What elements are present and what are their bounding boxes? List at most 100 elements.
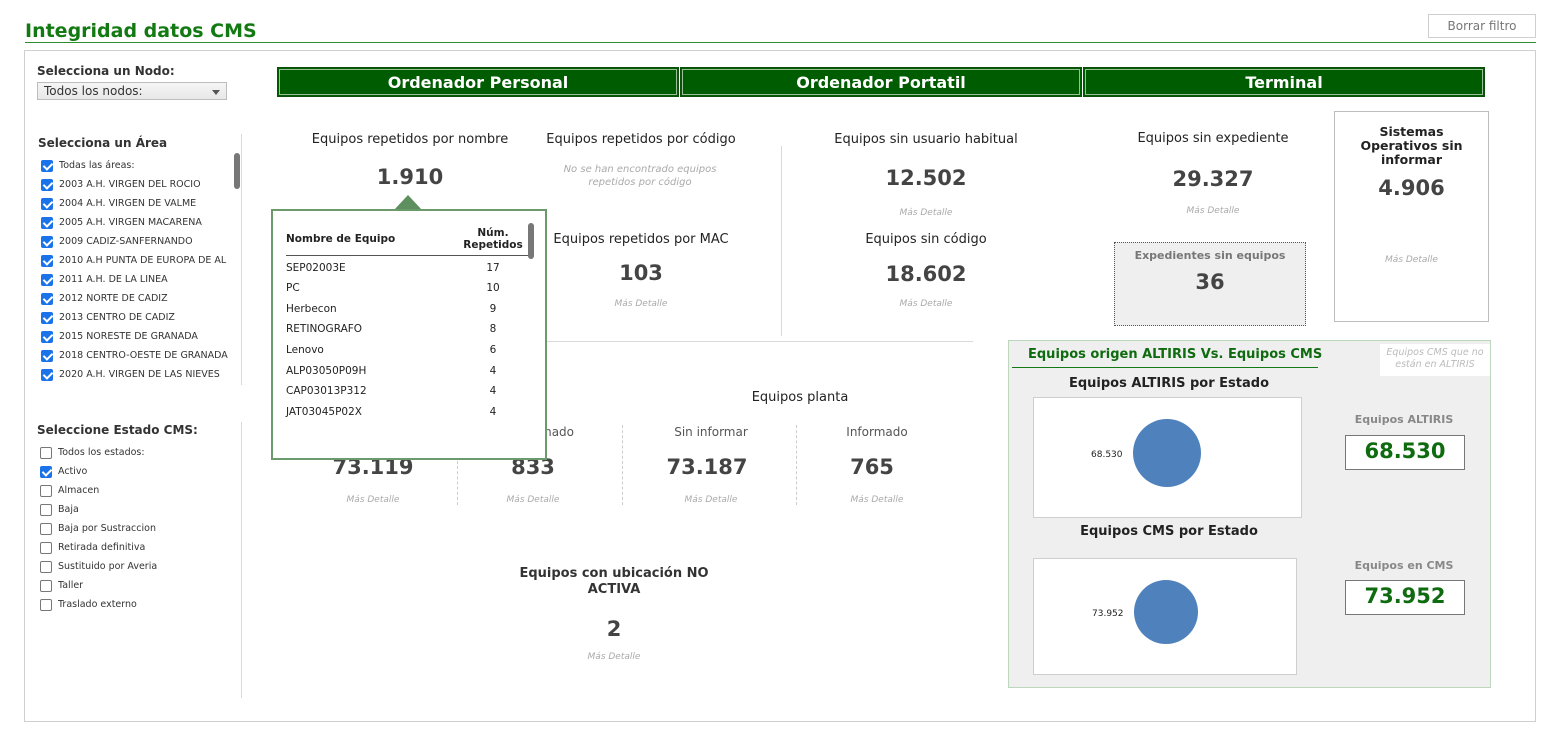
status-filter-item[interactable]: Taller bbox=[40, 576, 230, 595]
table-row[interactable]: RETINOGRAFO 8 bbox=[286, 318, 528, 339]
dashboard-frame bbox=[24, 50, 1536, 722]
kpi-so-value[interactable]: 4.906 bbox=[1378, 176, 1445, 200]
area-filter-label: 2018 CENTRO-OESTE DE GRANADA bbox=[59, 350, 228, 361]
tab-ordenador-personal[interactable]: Ordenador Personal bbox=[277, 67, 679, 97]
area-checkbox[interactable] bbox=[41, 216, 53, 229]
planta-col-4-more-link[interactable]: Más Detalle bbox=[850, 495, 904, 505]
status-checkbox[interactable] bbox=[40, 579, 52, 592]
status-checkbox[interactable] bbox=[40, 541, 52, 554]
area-checkbox[interactable] bbox=[41, 330, 53, 343]
planta-col-3-more-link[interactable]: Más Detalle bbox=[684, 495, 738, 505]
area-filter-item[interactable]: 2018 CENTRO-OESTE DE GRANADA bbox=[41, 346, 231, 365]
area-filter-label: 2004 A.H. VIRGEN DE VALME bbox=[59, 198, 197, 209]
kpi-sin-usuario-more-link[interactable]: Más Detalle bbox=[899, 208, 953, 218]
status-filter-item[interactable]: Almacen bbox=[40, 481, 230, 500]
altiris-panel-header: Equipos origen ALTIRIS Vs. Equipos CMS bbox=[1028, 347, 1323, 362]
status-filter-label: Almacen bbox=[58, 485, 100, 496]
planta-col-3-value[interactable]: 73.187 bbox=[666, 455, 748, 479]
area-filter-item[interactable]: 2012 NORTE DE CADIZ bbox=[41, 289, 231, 308]
area-filter-item[interactable]: 2015 NORESTE DE GRANADA bbox=[41, 327, 231, 346]
table-row[interactable]: PC 10 bbox=[286, 276, 528, 297]
area-filter-item[interactable]: 2010 A.H PUNTA DE EUROPA DE AL bbox=[41, 251, 231, 270]
area-checkbox[interactable] bbox=[41, 235, 53, 248]
area-checkbox[interactable] bbox=[41, 311, 53, 324]
equipo-count-cell: 9 bbox=[489, 302, 497, 315]
area-scrollbar[interactable] bbox=[234, 153, 240, 189]
status-filter-label: Baja por Sustraccion bbox=[58, 523, 156, 534]
popup-scrollbar[interactable] bbox=[528, 223, 534, 259]
tab-terminal[interactable]: Terminal bbox=[1083, 67, 1485, 97]
cms-not-in-altiris-note[interactable]: Equipos CMS que no están en ALTIRIS bbox=[1380, 344, 1490, 376]
status-checkbox[interactable] bbox=[40, 484, 52, 497]
area-checkbox[interactable] bbox=[41, 197, 53, 210]
node-select[interactable]: Todos los nodos: bbox=[37, 82, 227, 100]
area-filter-item[interactable]: 2003 A.H. VIRGEN DEL ROCIO bbox=[41, 175, 231, 194]
expedientes-sin-equipos-card[interactable]: Expedientes sin equipos 36 bbox=[1114, 242, 1306, 326]
area-checkbox[interactable] bbox=[41, 368, 53, 381]
status-filter-item[interactable]: Traslado externo bbox=[40, 595, 230, 614]
status-filter-item[interactable]: Activo bbox=[40, 462, 230, 481]
area-checkbox[interactable] bbox=[41, 273, 53, 286]
area-filter-item[interactable]: 2009 CADIZ-SANFERNANDO bbox=[41, 232, 231, 251]
planta-col-2-more-link[interactable]: Más Detalle bbox=[506, 495, 560, 505]
area-checkbox[interactable] bbox=[41, 159, 53, 172]
cms-pie-chart[interactable]: 73.952 bbox=[1033, 558, 1297, 675]
area-divider bbox=[241, 134, 242, 385]
clear-filter-button[interactable]: Borrar filtro bbox=[1428, 14, 1536, 38]
kpi-rep-codigo-title: Equipos repetidos por código bbox=[546, 132, 736, 147]
table-row[interactable]: CAP03013P312 4 bbox=[286, 380, 528, 401]
status-checkbox[interactable] bbox=[40, 503, 52, 516]
tab-ordenador-portatil[interactable]: Ordenador Portatil bbox=[680, 67, 1082, 97]
kpi-rep-nombre-value[interactable]: 1.910 bbox=[376, 165, 444, 189]
status-filter-item[interactable]: Todos los estados: bbox=[40, 443, 230, 462]
planta-col-1-more-link[interactable]: Más Detalle bbox=[346, 495, 400, 505]
kpi-sin-usuario-value[interactable]: 12.502 bbox=[885, 166, 967, 190]
kpi-sin-expediente-value[interactable]: 29.327 bbox=[1172, 167, 1254, 191]
altiris-pie-svg: 68.530 bbox=[1091, 419, 1201, 487]
area-checkbox[interactable] bbox=[41, 178, 53, 191]
table-header-row: Nombre de Equipo Núm. Repetidos bbox=[286, 227, 528, 256]
area-filter-item[interactable]: 2004 A.H. VIRGEN DE VALME bbox=[41, 194, 231, 213]
altiris-pie-slice[interactable] bbox=[1133, 419, 1201, 487]
status-filter-item[interactable]: Sustituido por Averia bbox=[40, 557, 230, 576]
kpi-rep-mac-more-link[interactable]: Más Detalle bbox=[614, 299, 668, 309]
status-filter-item[interactable]: Retirada definitiva bbox=[40, 538, 230, 557]
area-filter-item[interactable]: Todas las áreas: bbox=[41, 156, 231, 175]
page-title: Integridad datos CMS bbox=[25, 20, 257, 42]
area-filter-item[interactable]: 2005 A.H. VIRGEN MACARENA bbox=[41, 213, 231, 232]
table-row[interactable]: SEP02003E 17 bbox=[286, 256, 528, 277]
table-row[interactable]: Lenovo 6 bbox=[286, 338, 528, 359]
status-checkbox-list: Todos los estados: Activo Almacen Baja Baja … bbox=[40, 443, 230, 614]
table-row[interactable]: Herbecon 9 bbox=[286, 297, 528, 318]
status-checkbox[interactable] bbox=[40, 560, 52, 573]
planta-col-3-label: Sin informar bbox=[674, 425, 748, 439]
area-filter-item[interactable]: 2011 A.H. DE LA LINEA bbox=[41, 270, 231, 289]
kpi-sin-codigo-more-link[interactable]: Más Detalle bbox=[899, 299, 953, 309]
status-filter-item[interactable]: Baja bbox=[40, 500, 230, 519]
kpi-so-more-link[interactable]: Más Detalle bbox=[1385, 255, 1438, 265]
kpi-rep-mac-value[interactable]: 103 bbox=[619, 261, 663, 285]
kpi-sin-expediente-more-link[interactable]: Más Detalle bbox=[1186, 206, 1240, 216]
status-checkbox[interactable] bbox=[40, 465, 52, 478]
area-filter-item[interactable]: 2013 CENTRO DE CADIZ bbox=[41, 308, 231, 327]
status-checkbox[interactable] bbox=[40, 446, 52, 459]
status-checkbox[interactable] bbox=[40, 522, 52, 535]
area-checkbox[interactable] bbox=[41, 349, 53, 362]
area-filter-item[interactable]: 2020 A.H. VIRGEN DE LAS NIEVES bbox=[41, 365, 231, 384]
table-row[interactable]: JAT03045P02X 4 bbox=[286, 400, 528, 421]
equipo-count-cell: 4 bbox=[489, 385, 497, 398]
chart1-title: Equipos ALTIRIS por Estado bbox=[1068, 376, 1270, 391]
cms-pie-slice[interactable] bbox=[1134, 580, 1198, 644]
area-checkbox[interactable] bbox=[41, 292, 53, 305]
table-row[interactable]: ALP03050P09H 4 bbox=[286, 359, 528, 380]
status-filter-item[interactable]: Baja por Sustraccion bbox=[40, 519, 230, 538]
kpi-no-activa-more-link[interactable]: Más Detalle bbox=[587, 652, 641, 662]
area-checkbox[interactable] bbox=[41, 254, 53, 267]
col-header-count[interactable]: Núm. Repetidos bbox=[463, 227, 523, 251]
col-header-name[interactable]: Nombre de Equipo bbox=[286, 233, 396, 245]
planta-col-4-value[interactable]: 765 bbox=[850, 455, 894, 479]
kpi-no-activa-value[interactable]: 2 bbox=[606, 617, 622, 641]
kpi-sin-codigo-value[interactable]: 18.602 bbox=[885, 262, 967, 286]
status-checkbox[interactable] bbox=[40, 598, 52, 611]
altiris-pie-chart[interactable]: 68.530 bbox=[1033, 397, 1302, 518]
